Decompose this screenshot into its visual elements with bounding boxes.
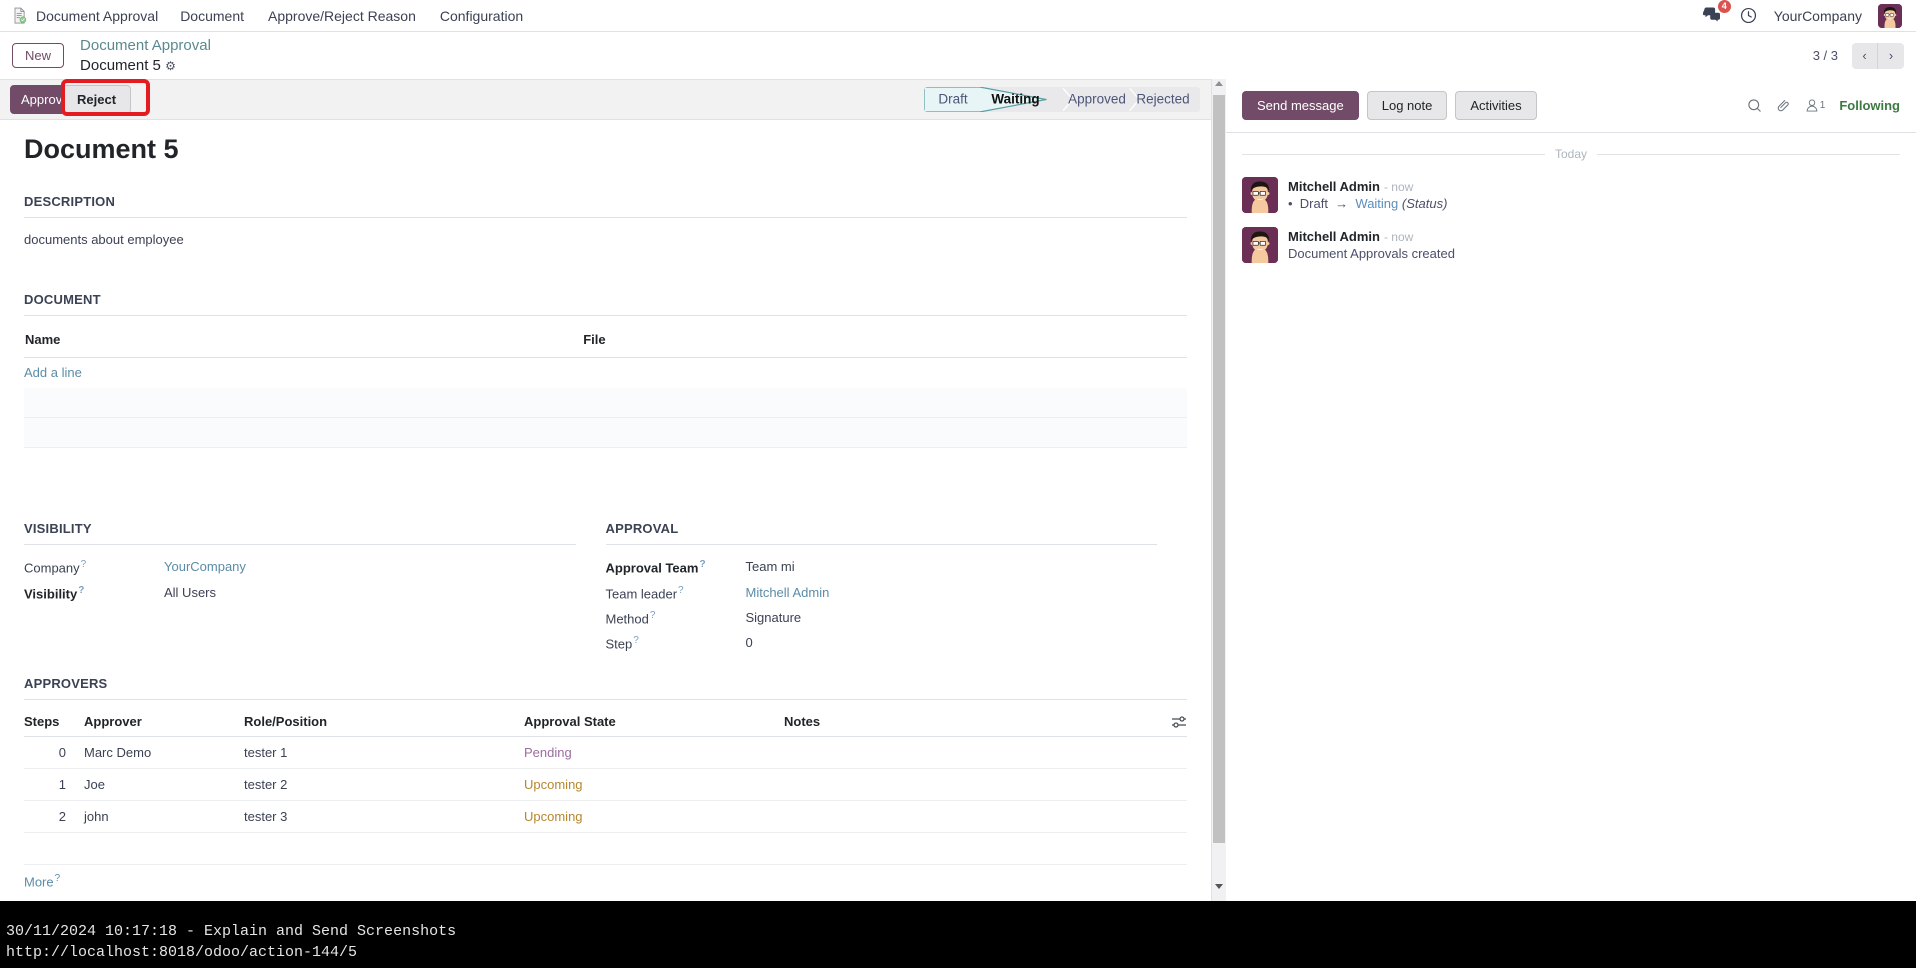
svg-text:Approved: Approved xyxy=(1068,92,1126,107)
svg-text:Rejected: Rejected xyxy=(1136,92,1189,107)
svg-text:Waiting: Waiting xyxy=(991,92,1039,107)
svg-text:Draft: Draft xyxy=(938,92,968,107)
